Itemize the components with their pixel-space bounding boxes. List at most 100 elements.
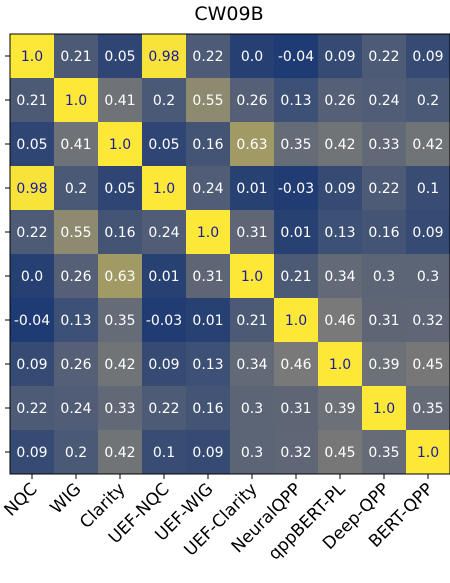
heatmap-cell [318, 298, 363, 343]
cell-value-label: 0.26 [60, 357, 91, 373]
cell-value-label: 0.34 [324, 269, 355, 285]
cell-value-label: 1.0 [109, 137, 131, 153]
cell-value-label: 0.46 [324, 313, 355, 329]
heatmap-cell [318, 34, 363, 79]
heatmap-cell [362, 298, 407, 343]
cell-value-label: 0.09 [324, 181, 355, 197]
heatmap-cell [98, 210, 143, 255]
heatmap-cell [54, 386, 99, 431]
cell-value-label: 0.1 [417, 181, 439, 197]
cell-value-label: 0.39 [324, 401, 355, 417]
heatmap-cell [142, 78, 187, 123]
cell-value-label: 0.2 [417, 93, 439, 109]
cell-value-label: 0.22 [16, 401, 47, 417]
heatmap-cell [142, 254, 187, 299]
heatmap-cell [230, 342, 275, 387]
cell-value-label: 0.01 [280, 225, 311, 241]
cell-value-label: 0.26 [236, 93, 267, 109]
chart-title: CW09B [194, 3, 263, 25]
heatmap-cell [406, 122, 450, 167]
cell-value-label: -0.04 [278, 49, 314, 65]
heatmap-cell [142, 342, 187, 387]
cell-value-label: 0.09 [16, 357, 47, 373]
heatmap-cell [274, 210, 319, 255]
cell-value-label: 0.16 [192, 401, 223, 417]
cell-value-label: 0.13 [324, 225, 355, 241]
cell-value-label: 0.2 [153, 93, 175, 109]
heatmap-cell [10, 386, 55, 431]
heatmap-cell [362, 342, 407, 387]
cell-value-label: 0.09 [412, 49, 443, 65]
cell-value-label: 0.22 [148, 401, 179, 417]
cell-value-label: 0.41 [60, 137, 91, 153]
cell-value-label: 0.55 [60, 225, 91, 241]
heatmap-cell [186, 254, 231, 299]
heatmap-cell [318, 430, 363, 475]
x-tick-label: WIG [47, 479, 86, 518]
cell-value-label: 0.33 [368, 137, 399, 153]
heatmap-cell [406, 254, 450, 299]
cell-value-label: 0.0 [21, 269, 43, 285]
cell-value-label: 0.09 [412, 225, 443, 241]
y-axis [5, 55, 10, 453]
cell-value-label: 0.16 [192, 137, 223, 153]
heatmap-cell [186, 210, 231, 255]
heatmap-cell [230, 166, 275, 211]
heatmap-cell [362, 430, 407, 475]
cell-value-label: 1.0 [285, 313, 307, 329]
heatmap-cell [54, 210, 99, 255]
cell-value-label: 0.3 [417, 269, 439, 285]
heatmap-cell [362, 78, 407, 123]
cell-value-label: 0.09 [148, 357, 179, 373]
cell-value-label: 0.63 [236, 137, 267, 153]
heatmap-cell [98, 166, 143, 211]
cell-value-label: 0.3 [241, 401, 263, 417]
cell-value-label: 0.22 [192, 49, 223, 65]
heatmap-cell [186, 166, 231, 211]
heatmap-cell [362, 210, 407, 255]
heatmap-cell [54, 298, 99, 343]
heatmap-cell [318, 122, 363, 167]
cell-value-label: 0.05 [148, 137, 179, 153]
heatmap-cell [98, 254, 143, 299]
cell-value-label: 0.09 [192, 445, 223, 461]
heatmap-cell [54, 430, 99, 475]
cell-value-label: 0.42 [104, 445, 135, 461]
heatmap-cells [10, 34, 450, 475]
heatmap-cell [98, 342, 143, 387]
heatmap-cell [142, 34, 187, 79]
heatmap-cell [186, 298, 231, 343]
heatmap-cell [318, 386, 363, 431]
cell-value-label: 0.05 [16, 137, 47, 153]
cell-value-label: 0.98 [16, 181, 47, 197]
cell-value-label: 0.09 [16, 445, 47, 461]
cell-value-label: 1.0 [21, 49, 43, 65]
cell-value-label: 0.45 [412, 357, 443, 373]
cell-value-label: 0.05 [104, 49, 135, 65]
cell-value-label: 0.09 [324, 49, 355, 65]
cell-value-label: 0.0 [241, 49, 263, 65]
heatmap-cell [10, 210, 55, 255]
cell-value-label: 0.35 [368, 445, 399, 461]
heatmap-cell [274, 430, 319, 475]
cell-value-label: 0.34 [236, 357, 267, 373]
cell-value-labels: 1.0 0.21 0.05 0.98 0.22 0.0 -0.04 0.09 0.22 0.09 0… [14, 49, 444, 461]
cell-value-label: 0.3 [373, 269, 395, 285]
cell-value-label: 0.45 [324, 445, 355, 461]
cell-value-label: 0.35 [412, 401, 443, 417]
cell-value-label: 0.24 [60, 401, 91, 417]
heatmap-cell [274, 122, 319, 167]
plot-frame [9, 33, 450, 475]
heatmap-cell [186, 122, 231, 167]
heatmap-cell [10, 298, 55, 343]
heatmap-cell [54, 342, 99, 387]
heatmap-cell [362, 122, 407, 167]
cell-value-label: 0.26 [324, 93, 355, 109]
heatmap-cell [406, 166, 450, 211]
cell-value-label: 0.24 [192, 181, 223, 197]
cell-value-label: 0.21 [236, 313, 267, 329]
cell-value-label: 0.2 [65, 181, 87, 197]
heatmap-cell [230, 210, 275, 255]
heatmap-cell [274, 166, 319, 211]
heatmap-cell [142, 210, 187, 255]
